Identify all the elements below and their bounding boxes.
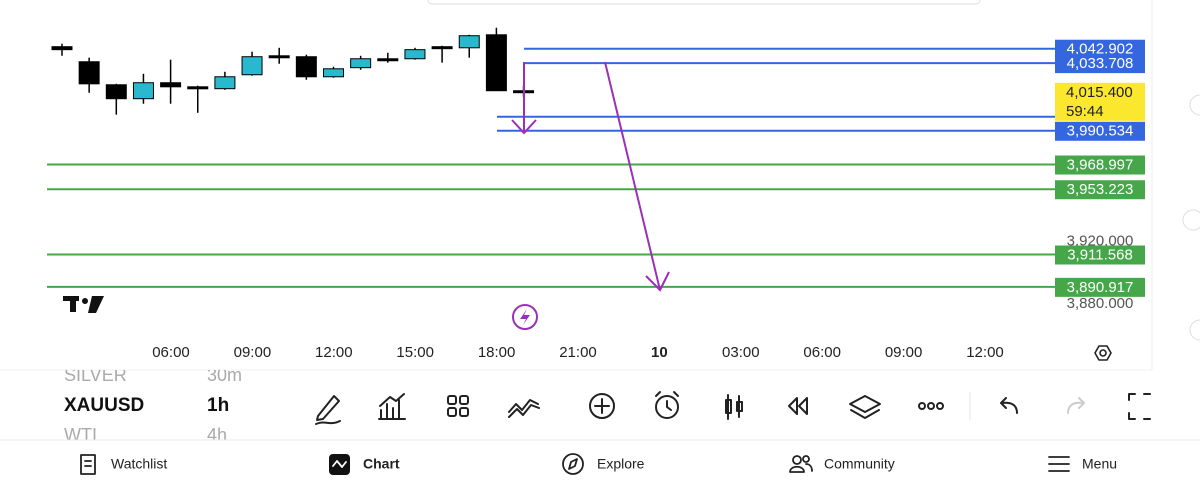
countdown-label: 59:44 xyxy=(1066,103,1104,120)
nav-item[interactable]: Community xyxy=(824,456,895,472)
symbol-name[interactable]: SILVER xyxy=(64,365,127,385)
popup-edge xyxy=(427,0,981,5)
price-label: 3,953.223 xyxy=(1067,181,1134,198)
price-label-box xyxy=(1055,39,1145,59)
add-tool[interactable] xyxy=(589,393,615,419)
candle-body xyxy=(51,46,73,51)
price-label-box xyxy=(1055,121,1145,141)
side-button[interactable] xyxy=(1189,319,1200,341)
candle-body xyxy=(187,86,209,90)
arrow-head xyxy=(511,119,537,135)
candle-body xyxy=(431,46,453,50)
watchlist-icon xyxy=(80,454,96,475)
time-label: 03:00 xyxy=(722,344,760,361)
time-label: 09:00 xyxy=(234,344,272,361)
time-label: 18:00 xyxy=(478,344,516,361)
price-label-box xyxy=(1055,180,1145,200)
price-label: 3,990.534 xyxy=(1067,123,1134,140)
candle-body xyxy=(458,35,480,49)
symbol-interval[interactable]: 30m xyxy=(207,365,242,385)
nav-labels: Watchlist Chart Explore Community Menu xyxy=(111,456,1117,472)
time-label: 15:00 xyxy=(396,344,434,361)
more-tool[interactable] xyxy=(918,402,944,410)
time-label: 10 xyxy=(651,344,668,361)
lightning-icon xyxy=(520,309,530,325)
symbol-list: SILVER 30m XAUUSD 1h WTI 4h xyxy=(64,365,242,445)
candle-body xyxy=(268,55,290,59)
time-label: 12:00 xyxy=(966,344,1004,361)
lightning-button[interactable] xyxy=(512,304,538,330)
candle-body xyxy=(350,58,372,69)
candle-body xyxy=(132,82,154,100)
explore-icon xyxy=(562,453,584,475)
candle-body xyxy=(78,61,100,85)
nav-item[interactable]: Watchlist xyxy=(111,456,167,472)
redo-button[interactable] xyxy=(1067,397,1085,414)
candle-body xyxy=(377,58,399,62)
symbol-name[interactable]: XAUUSD xyxy=(64,395,144,416)
chart-type-tool[interactable] xyxy=(725,394,743,420)
side-button[interactable] xyxy=(1182,209,1200,231)
arrow xyxy=(604,61,661,291)
price-label: 3,968.997 xyxy=(1067,156,1134,173)
compare-tool[interactable] xyxy=(508,399,540,418)
symbol-interval[interactable]: 4h xyxy=(207,425,227,445)
time-label: 21:00 xyxy=(559,344,597,361)
time-axis: 06:00 09:00 12:00 15:00 18:00 21:00 10 03:00 06:… xyxy=(152,344,1004,361)
price-label-box xyxy=(1055,155,1145,175)
price-label-box xyxy=(1055,54,1145,74)
time-label: 06:00 xyxy=(152,344,190,361)
side-button[interactable] xyxy=(1189,94,1200,116)
symbol-name[interactable]: WTI xyxy=(64,425,97,445)
layers-tool[interactable] xyxy=(849,395,881,419)
symbol-interval[interactable]: 1h xyxy=(207,395,229,416)
candle-body xyxy=(485,34,507,92)
candle-body xyxy=(295,56,317,78)
candle-body xyxy=(404,49,426,60)
time-label: 09:00 xyxy=(885,344,923,361)
settings-button[interactable] xyxy=(1094,345,1112,361)
current-price-box xyxy=(1055,82,1145,121)
alert-tool[interactable] xyxy=(655,391,679,419)
time-label: 06:00 xyxy=(803,344,841,361)
candle-body xyxy=(241,56,263,76)
menu-icon xyxy=(1048,456,1070,472)
chart-icon-line xyxy=(332,460,347,468)
price-axis-label: 3,920.000 xyxy=(1067,232,1134,249)
nav-item[interactable]: Chart xyxy=(363,456,400,472)
current-price-label: 4,015.400 xyxy=(1066,84,1133,101)
fullscreen-button[interactable] xyxy=(1128,393,1151,420)
price-label: 4,033.708 xyxy=(1067,55,1134,72)
tv-logo xyxy=(63,296,104,313)
candle-body xyxy=(105,84,127,100)
candle-body xyxy=(160,82,182,88)
price-label: 3,911.568 xyxy=(1067,246,1133,263)
toolbar xyxy=(315,391,1151,425)
price-label: 3,890.917 xyxy=(1067,279,1134,296)
arrow-head xyxy=(645,271,670,292)
draw-tool[interactable] xyxy=(315,395,341,425)
candle-body xyxy=(323,68,344,78)
indicators-tool[interactable] xyxy=(378,393,406,420)
annotations xyxy=(511,61,670,330)
price-axis-label: 3,880.000 xyxy=(1067,295,1134,312)
nav-item[interactable]: Explore xyxy=(597,456,645,472)
nav-item[interactable]: Menu xyxy=(1082,456,1117,472)
community-icon xyxy=(789,455,813,473)
undo-button[interactable] xyxy=(1000,397,1018,414)
layouts-tool[interactable] xyxy=(447,395,469,417)
time-label: 12:00 xyxy=(315,344,353,361)
price-label-box xyxy=(1055,245,1145,265)
candle-body xyxy=(214,76,236,90)
price-label: 4,042.902 xyxy=(1067,41,1134,58)
price-label-box xyxy=(1055,277,1145,297)
bottom-nav xyxy=(80,453,1070,475)
symbol-rows: SILVER 30m XAUUSD 1h WTI 4h xyxy=(64,365,242,445)
replay-tool[interactable] xyxy=(788,397,808,415)
